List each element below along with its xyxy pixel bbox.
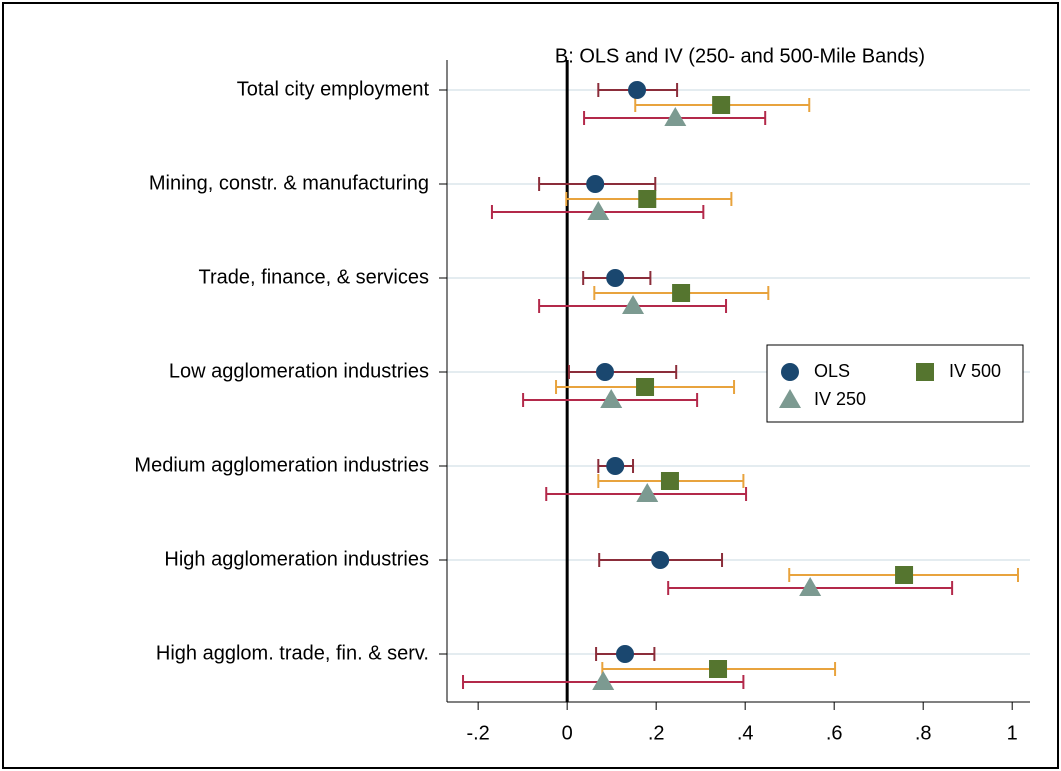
point: [712, 96, 731, 114]
point: [606, 269, 625, 287]
point: [622, 295, 645, 314]
y-tick-label: Total city employment: [237, 78, 430, 100]
point: [916, 363, 934, 381]
point: [600, 389, 623, 408]
x-tick-label: -.2: [466, 722, 489, 744]
point: [672, 284, 691, 302]
y-tick-label: High agglomeration industries: [164, 548, 429, 570]
y-tick-label: Low agglomeration industries: [169, 360, 429, 382]
chart-title: B: OLS and IV (250- and 500-Mile Bands): [555, 45, 925, 67]
legend-label: IV 250: [814, 389, 866, 409]
point: [636, 378, 655, 396]
legend-label: IV 500: [949, 361, 1001, 381]
x-tick-label: .6: [826, 722, 843, 744]
point: [636, 483, 659, 502]
point: [638, 190, 657, 208]
point: [895, 566, 914, 584]
point: [628, 81, 647, 99]
point: [592, 671, 615, 690]
x-tick-label: 0: [562, 722, 573, 744]
point: [664, 107, 687, 126]
point: [587, 201, 610, 220]
point: [595, 363, 614, 381]
point: [799, 577, 822, 596]
point: [651, 551, 670, 569]
point: [660, 472, 679, 490]
x-tick-label: 1: [1007, 722, 1018, 744]
point: [616, 645, 635, 663]
y-tick-label: Medium agglomeration industries: [134, 454, 429, 476]
point: [586, 175, 605, 193]
legend-box: [766, 344, 1024, 423]
x-tick-label: .4: [737, 722, 754, 744]
point: [709, 660, 728, 678]
y-tick-label: High agglom. trade, fin. & serv.: [156, 642, 429, 664]
point: [606, 457, 625, 475]
y-tick-label: Trade, finance, & services: [199, 266, 429, 288]
point: [781, 363, 799, 381]
point: [779, 389, 801, 408]
y-tick-label: Mining, constr. & manufacturing: [149, 172, 429, 194]
legend-label: OLS: [814, 361, 850, 381]
x-tick-label: .2: [648, 722, 665, 744]
x-tick-label: .8: [915, 722, 932, 744]
